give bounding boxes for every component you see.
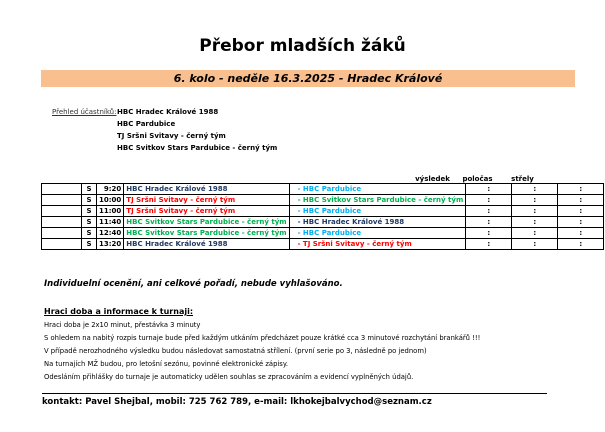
time-cell: 11:00 bbox=[95, 205, 125, 217]
info-heading: Hraci doba a informace k turnaji: bbox=[44, 307, 194, 316]
match-row: S 9:20 HBC Hradec Králové 1988- HBC Pardub… bbox=[41, 183, 605, 195]
participant: TJ Sršni Svitavy - černý tým bbox=[117, 132, 226, 140]
time-cell: 12:40 bbox=[95, 227, 125, 239]
shots-cell: : bbox=[557, 227, 605, 239]
away-team-cell: - TJ Sršni Svitavy - černý tým bbox=[289, 238, 466, 250]
category-cell: S bbox=[81, 183, 97, 195]
result-cell: : bbox=[465, 205, 513, 217]
match-row: S 10:00 TJ Sršni Svitavy - černý tým - HBC … bbox=[41, 194, 605, 206]
home-team-cell: HBC Hradec Králové 1988 bbox=[123, 183, 290, 195]
match-row: S 12:40 HBC Svitkov Stars Pardubice - čern… bbox=[41, 227, 605, 239]
away-team-cell: - HBC Pardubice bbox=[289, 227, 466, 239]
time-cell: 10:00 bbox=[95, 194, 125, 206]
result-cell: : bbox=[465, 183, 513, 195]
blank-cell bbox=[41, 227, 82, 239]
home-team-cell: TJ Sršni Svitavy - černý tým bbox=[123, 205, 290, 217]
match-row: S 11:40 HBC Svitkov Stars Pardubice - čern… bbox=[41, 216, 605, 228]
column-header-half: poločas bbox=[462, 175, 493, 183]
column-header-shots: střely bbox=[511, 175, 534, 183]
half-cell: : bbox=[511, 238, 559, 250]
info-line: Odesláním přihlášky do turnaje je automa… bbox=[44, 373, 414, 381]
half-cell: : bbox=[511, 227, 559, 239]
away-team-cell: - HBC Pardubice bbox=[289, 205, 466, 217]
match-row: S 13:20 HBC Hradec Králové 1988- TJ Sršni … bbox=[41, 238, 605, 250]
blank-cell bbox=[41, 216, 82, 228]
category-cell: S bbox=[81, 227, 97, 239]
contact-footer: kontakt: Pavel Shejbal, mobil: 725 762 7… bbox=[42, 393, 547, 407]
category-cell: S bbox=[81, 216, 97, 228]
category-cell: S bbox=[81, 194, 97, 206]
home-team-cell: HBC Svitkov Stars Pardubice - černý tým bbox=[123, 216, 290, 228]
shots-cell: : bbox=[557, 194, 605, 206]
column-header-result: výsledek bbox=[415, 175, 450, 183]
blank-cell bbox=[41, 194, 82, 206]
half-cell: : bbox=[511, 216, 559, 228]
category-cell: S bbox=[81, 238, 97, 250]
result-cell: : bbox=[465, 216, 513, 228]
blank-cell bbox=[41, 205, 82, 217]
info-line: Na turnajích MŽ budou, pro letošní sezón… bbox=[44, 360, 289, 368]
shots-cell: : bbox=[557, 216, 605, 228]
shots-cell: : bbox=[557, 183, 605, 195]
half-cell: : bbox=[511, 205, 559, 217]
home-team-cell: TJ Sršni Svitavy - černý tým bbox=[123, 194, 290, 206]
home-team-cell: HBC Svitkov Stars Pardubice - černý tým bbox=[123, 227, 290, 239]
result-cell: : bbox=[465, 238, 513, 250]
half-cell: : bbox=[511, 194, 559, 206]
page-title: Přebor mladších žáků bbox=[199, 36, 406, 56]
time-cell: 11:40 bbox=[95, 216, 125, 228]
result-cell: : bbox=[465, 227, 513, 239]
home-team-cell: HBC Hradec Králové 1988 bbox=[123, 238, 290, 250]
away-team-cell: - HBC Hradec Králové 1988 bbox=[289, 216, 466, 228]
participants-label: Přehled účastníků: bbox=[52, 108, 117, 116]
info-line: V případě nerozhodného výsledku budou ná… bbox=[44, 347, 427, 355]
time-cell: 9:20 bbox=[95, 183, 125, 195]
participant: HBC Hradec Králové 1988 bbox=[117, 108, 219, 116]
shots-cell: : bbox=[557, 205, 605, 217]
participant: HBC Pardubice bbox=[117, 120, 176, 128]
away-team-cell: - HBC Svitkov Stars Pardubice - černý tý… bbox=[289, 194, 466, 206]
schedule-table: S 9:20 HBC Hradec Králové 1988- HBC Pardub… bbox=[41, 183, 605, 250]
participant: HBC Svitkov Stars Pardubice - černý tým bbox=[117, 144, 278, 152]
info-line: S ohledem na nabitý rozpis turnaje bude … bbox=[44, 334, 481, 342]
away-team-cell: - HBC Pardubice bbox=[289, 183, 466, 195]
round-banner: 6. kolo - neděle 16.3.2025 - Hradec Král… bbox=[41, 70, 575, 87]
awards-note: Individuelní ocenění, ani celkové pořadí… bbox=[44, 279, 343, 289]
shots-cell: : bbox=[557, 238, 605, 250]
blank-cell bbox=[41, 238, 82, 250]
category-cell: S bbox=[81, 205, 97, 217]
half-cell: : bbox=[511, 183, 559, 195]
time-cell: 13:20 bbox=[95, 238, 125, 250]
blank-cell bbox=[41, 183, 82, 195]
info-line: Hraci doba je 2x10 minut, přestávka 3 mi… bbox=[44, 321, 201, 329]
match-row: S 11:00 TJ Sršni Svitavy - černý tým - HBC … bbox=[41, 205, 605, 217]
result-cell: : bbox=[465, 194, 513, 206]
